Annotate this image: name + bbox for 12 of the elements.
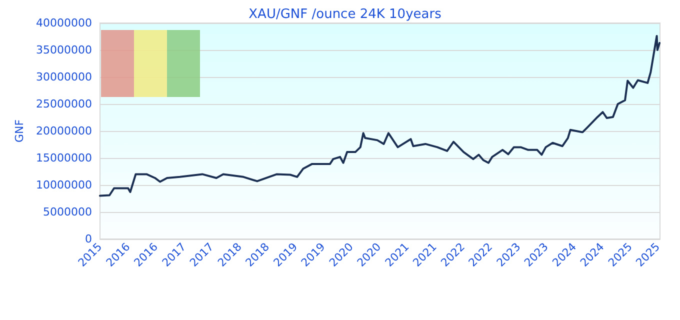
y-tick-label: 10000000 xyxy=(36,178,92,192)
y-tick-label: 5000000 xyxy=(43,206,92,218)
line-series xyxy=(99,34,661,197)
y-tick-label: 30000000 xyxy=(36,70,92,84)
y-tick-label: 0 xyxy=(85,232,92,246)
y-tick-label: 15000000 xyxy=(36,152,92,164)
y-axis-title: GNF xyxy=(13,119,26,143)
chart-title: XAU/GNF /ounce 24K 10years xyxy=(248,7,442,22)
y-tick-label: 20000000 xyxy=(36,124,92,138)
y-tick-label: 40000000 xyxy=(36,16,92,30)
y-tick-label: 25000000 xyxy=(36,98,92,110)
y-tick-label: 35000000 xyxy=(36,44,92,56)
